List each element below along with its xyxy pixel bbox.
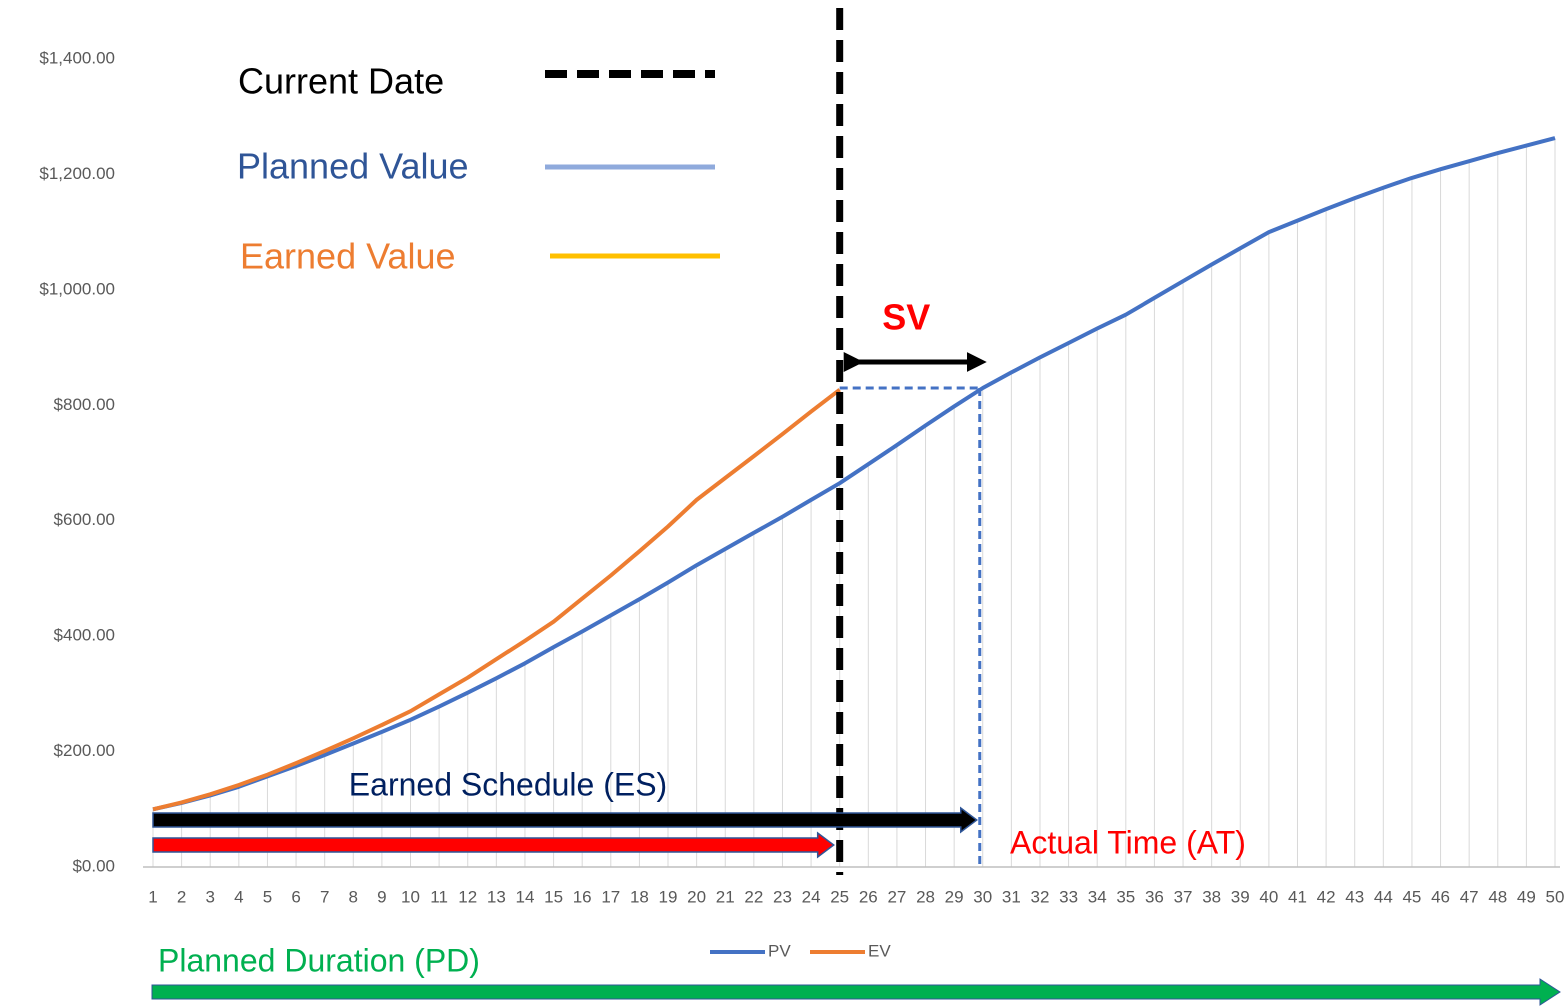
- x-tick-label: 41: [1288, 887, 1307, 906]
- pd-label: Planned Duration (PD): [158, 942, 480, 978]
- y-tick-label: $600.00: [54, 510, 115, 529]
- legend-label: EV: [868, 941, 891, 960]
- x-tick-label: 24: [802, 887, 821, 906]
- x-tick-label: 49: [1517, 887, 1536, 906]
- x-tick-label: 27: [887, 887, 906, 906]
- y-tick-label: $200.00: [54, 741, 115, 760]
- series-line: [152, 388, 841, 812]
- current-date-label: Current Date: [238, 61, 444, 102]
- x-tick-label: 12: [458, 887, 477, 906]
- x-tick-label: 5: [263, 887, 272, 906]
- x-tick-label: 43: [1345, 887, 1364, 906]
- x-tick-label: 17: [601, 887, 620, 906]
- x-tick-label: 10: [401, 887, 420, 906]
- es-arrow: [152, 806, 979, 834]
- y-tick-label: $400.00: [54, 626, 115, 645]
- x-tick-label: 15: [544, 887, 563, 906]
- x-tick-label: 45: [1402, 887, 1421, 906]
- x-tick-label: 3: [205, 887, 214, 906]
- x-tick-label: 33: [1059, 887, 1078, 906]
- x-tick-label: 32: [1031, 887, 1050, 906]
- x-tick-label: 7: [320, 887, 329, 906]
- x-tick-label: 29: [945, 887, 964, 906]
- y-tick-label: $0.00: [72, 856, 115, 875]
- x-tick-label: 44: [1374, 887, 1393, 906]
- pd-arrow: [151, 978, 1561, 1006]
- es-label: Earned Schedule (ES): [349, 766, 667, 802]
- x-tick-label: 28: [916, 887, 935, 906]
- at-arrow: [152, 831, 835, 859]
- x-tick-label: 48: [1488, 887, 1507, 906]
- annotations: Current Date Planned Value Earned Value …: [151, 8, 1561, 1006]
- x-tick-label: 25: [830, 887, 849, 906]
- x-tick-label: 46: [1431, 887, 1450, 906]
- x-tick-label: 18: [630, 887, 649, 906]
- y-tick-label: $1,200.00: [39, 164, 115, 183]
- y-tick-label: $800.00: [54, 395, 115, 414]
- plot: PV EV: [152, 136, 1556, 960]
- series-line: [152, 136, 1556, 812]
- x-tick-label: 30: [973, 887, 992, 906]
- x-tick-label: 23: [773, 887, 792, 906]
- planned-value-label: Planned Value: [237, 146, 469, 187]
- sv-label: SV: [882, 297, 930, 338]
- x-tick-label: 47: [1460, 887, 1479, 906]
- x-tick-label: 16: [573, 887, 592, 906]
- x-tick-label: 34: [1088, 887, 1107, 906]
- x-tick-label: 11: [430, 887, 448, 906]
- x-tick-label: 50: [1546, 887, 1565, 906]
- x-tick-label: 6: [291, 887, 300, 906]
- x-tick-label: 2: [177, 887, 186, 906]
- x-tick-label: 20: [687, 887, 706, 906]
- x-tick-label: 1: [148, 887, 157, 906]
- x-tick-label: 31: [1002, 887, 1021, 906]
- x-tick-label: 14: [515, 887, 534, 906]
- legend-label: PV: [768, 941, 791, 960]
- x-tick-label: 38: [1202, 887, 1221, 906]
- x-tick-label: 21: [716, 887, 735, 906]
- x-tick-label: 36: [1145, 887, 1164, 906]
- x-tick-label: 42: [1317, 887, 1336, 906]
- x-tick-label: 13: [487, 887, 506, 906]
- y-tick-label: $1,400.00: [39, 48, 115, 67]
- x-tick-label: 19: [659, 887, 678, 906]
- x-tick-label: 37: [1174, 887, 1193, 906]
- at-label: Actual Time (AT): [1010, 824, 1246, 860]
- x-tick-label: 35: [1116, 887, 1135, 906]
- x-tick-label: 9: [377, 887, 386, 906]
- x-tick-label: 26: [859, 887, 878, 906]
- x-tick-label: 22: [744, 887, 763, 906]
- x-tick-label: 8: [349, 887, 358, 906]
- y-tick-label: $1,000.00: [39, 279, 115, 298]
- x-tick-label: 39: [1231, 887, 1250, 906]
- x-tick-label: 40: [1259, 887, 1278, 906]
- earned-value-label: Earned Value: [240, 236, 456, 277]
- x-tick-label: 4: [234, 887, 243, 906]
